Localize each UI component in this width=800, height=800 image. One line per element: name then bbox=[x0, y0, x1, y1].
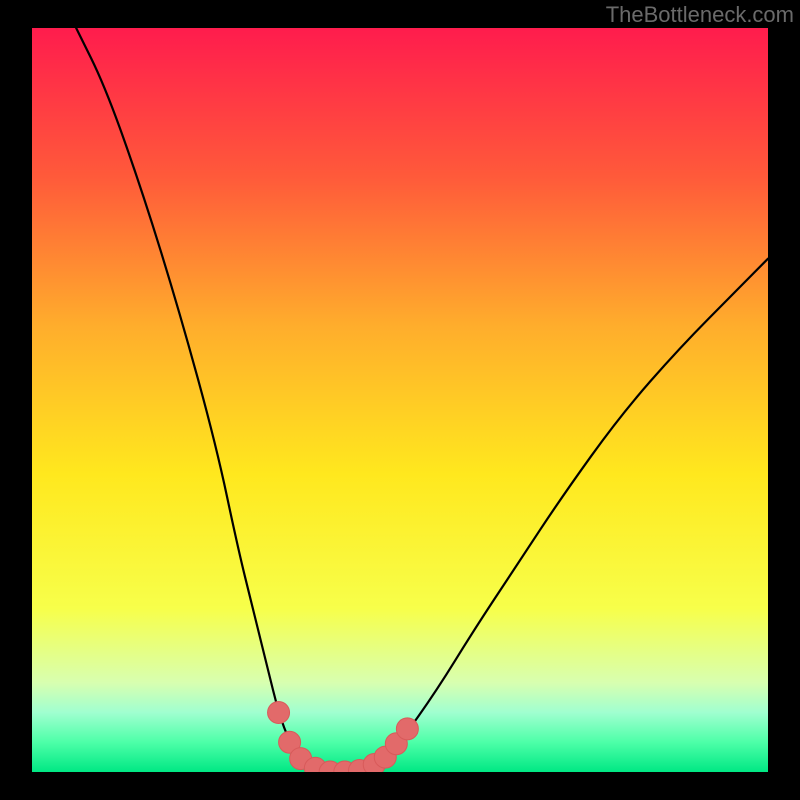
curve-marker bbox=[396, 718, 418, 740]
bottleneck-chart bbox=[0, 0, 800, 800]
chart-gradient-panel bbox=[32, 28, 768, 772]
chart-root: { "watermark": "TheBottleneck.com", "cha… bbox=[0, 0, 800, 800]
curve-marker bbox=[268, 701, 290, 723]
watermark-text: TheBottleneck.com bbox=[606, 2, 794, 28]
